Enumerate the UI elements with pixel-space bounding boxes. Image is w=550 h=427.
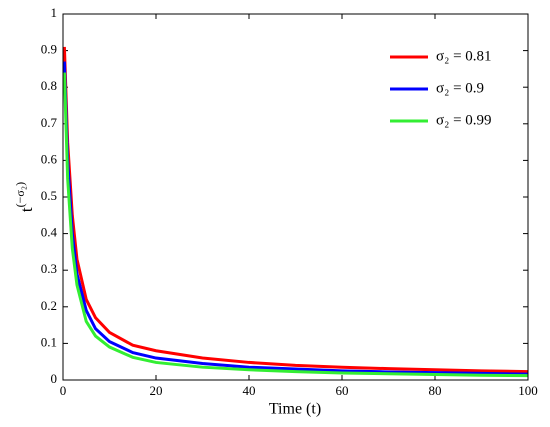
x-tick-label: 80: [429, 383, 442, 398]
y-tick-label: 1: [51, 5, 58, 20]
y-tick-label: 0.5: [41, 188, 57, 203]
legend-label: σ₂ = 0.9: [436, 80, 484, 96]
plot-frame: [62, 13, 529, 381]
x-tick-label: 20: [150, 383, 163, 398]
y-tick-label: 0.1: [41, 334, 57, 349]
legend-label: σ₂ = 0.99: [436, 112, 492, 128]
y-tick-label: 0.9: [41, 42, 57, 57]
series-line: [62, 61, 529, 376]
x-axis-label: Time (t): [269, 401, 321, 418]
legend-label: σ₂ = 0.81: [436, 48, 492, 64]
y-tick-label: 0.7: [41, 115, 58, 130]
y-tick-label: 0.4: [41, 225, 58, 240]
y-tick-label: 0: [51, 371, 58, 386]
y-axis-label: t(−σ₂): [13, 182, 36, 212]
series-line: [62, 72, 529, 378]
y-tick-label: 0.6: [41, 151, 58, 166]
y-tick-label: 0.2: [41, 298, 57, 313]
x-tick-label: 0: [60, 383, 67, 398]
series-line: [62, 46, 529, 374]
y-label-base: t: [17, 207, 36, 212]
y-tick-label: 0.8: [41, 78, 57, 93]
y-label-exponent: (−σ₂): [13, 182, 27, 207]
x-tick-label: 60: [336, 383, 349, 398]
y-tick-label: 0.3: [41, 261, 57, 276]
x-tick-label: 100: [518, 383, 538, 398]
x-tick-label: 40: [243, 383, 256, 398]
